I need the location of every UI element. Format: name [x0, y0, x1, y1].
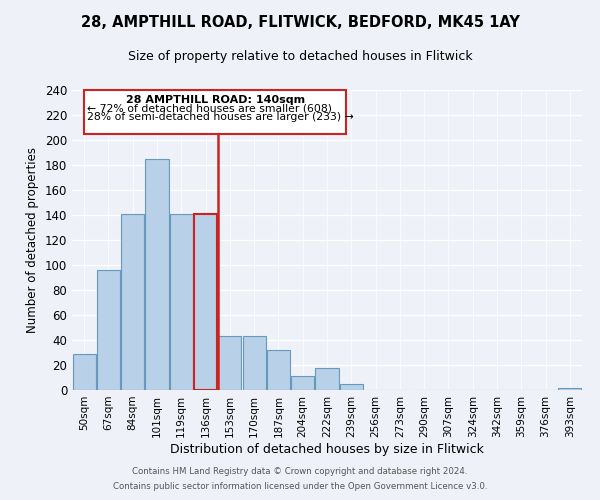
Text: 28% of semi-detached houses are larger (233) →: 28% of semi-detached houses are larger (…	[86, 112, 353, 122]
Bar	[291, 376, 314, 390]
Bar	[121, 214, 144, 390]
Bar	[73, 354, 95, 390]
FancyBboxPatch shape	[84, 90, 346, 134]
Bar	[316, 368, 338, 390]
Bar	[194, 214, 217, 390]
Text: ← 72% of detached houses are smaller (608): ← 72% of detached houses are smaller (60…	[86, 104, 332, 114]
Bar	[559, 388, 581, 390]
Bar	[242, 336, 266, 390]
Text: Contains HM Land Registry data © Crown copyright and database right 2024.: Contains HM Land Registry data © Crown c…	[132, 467, 468, 476]
X-axis label: Distribution of detached houses by size in Flitwick: Distribution of detached houses by size …	[170, 442, 484, 456]
Y-axis label: Number of detached properties: Number of detached properties	[26, 147, 39, 333]
Text: 28 AMPTHILL ROAD: 140sqm: 28 AMPTHILL ROAD: 140sqm	[126, 95, 305, 105]
Bar	[145, 159, 169, 390]
Bar	[170, 214, 193, 390]
Bar	[97, 270, 120, 390]
Bar	[267, 350, 290, 390]
Text: Size of property relative to detached houses in Flitwick: Size of property relative to detached ho…	[128, 50, 472, 63]
Text: 28, AMPTHILL ROAD, FLITWICK, BEDFORD, MK45 1AY: 28, AMPTHILL ROAD, FLITWICK, BEDFORD, MK…	[80, 15, 520, 30]
Bar	[218, 336, 241, 390]
Text: Contains public sector information licensed under the Open Government Licence v3: Contains public sector information licen…	[113, 482, 487, 491]
Bar	[340, 384, 363, 390]
